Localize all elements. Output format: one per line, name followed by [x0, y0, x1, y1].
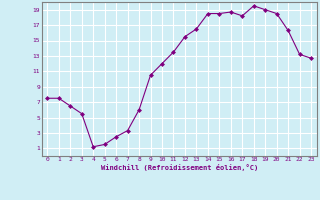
X-axis label: Windchill (Refroidissement éolien,°C): Windchill (Refroidissement éolien,°C)	[100, 164, 258, 171]
